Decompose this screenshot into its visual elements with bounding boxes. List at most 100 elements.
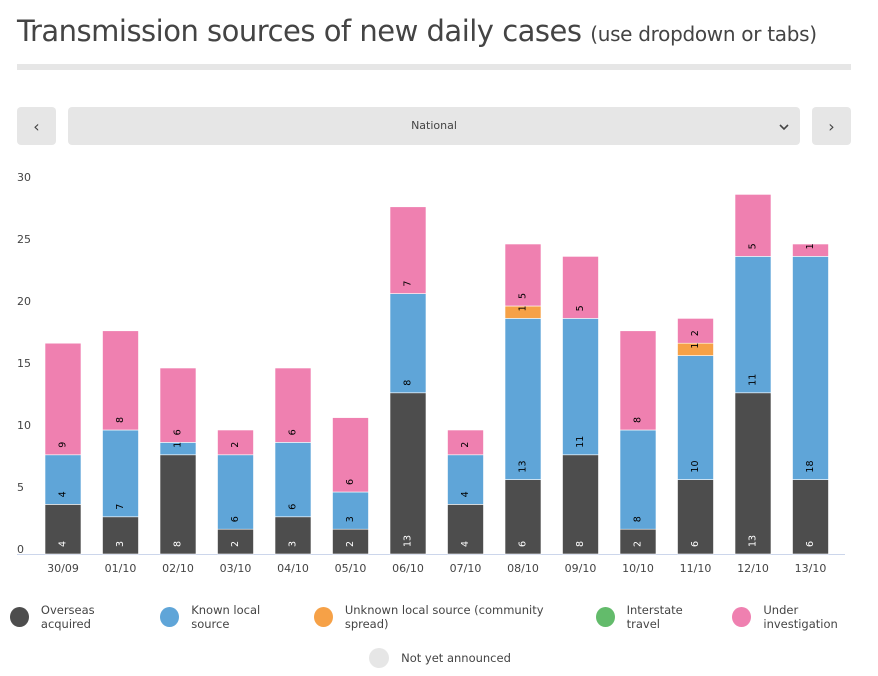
bar-value-label: 13 <box>403 535 414 547</box>
bar-segment-under-investigation <box>677 318 714 344</box>
bar-segment-known-local <box>389 293 427 394</box>
bar-value-label: 8 <box>173 541 184 547</box>
bar-segment-known-local <box>217 454 254 530</box>
bar-value-label: 13 <box>518 461 529 473</box>
legend-dot-icon <box>160 607 180 627</box>
legend-item-not-announced[interactable]: Not yet announced <box>369 648 511 668</box>
x-tick-label: 05/10 <box>335 562 367 575</box>
legend-item-unknown-local[interactable]: Unknown local source (community spread) <box>313 603 578 631</box>
legend-item-interstate[interactable]: Interstate travel <box>595 603 715 631</box>
bar-value-label: 11 <box>575 436 586 448</box>
bar-value-label: 6 <box>288 504 299 510</box>
legend-dot-icon <box>369 648 390 668</box>
stacked-bar-chart: 05101520253044930/0937801/1081602/102620… <box>17 171 845 575</box>
legend-row-2: Not yet announced <box>0 648 878 668</box>
legend-label: Under investigation <box>763 603 838 631</box>
bar-value-label: 2 <box>345 541 356 547</box>
bar-value-label: 8 <box>633 516 644 522</box>
bar-value-label: 1 <box>690 343 701 349</box>
x-tick-label: 04/10 <box>277 562 309 575</box>
bar-segment-known-local <box>504 318 542 480</box>
x-tick-label: 06/10 <box>392 562 424 575</box>
bar-value-label: 10 <box>690 461 701 473</box>
legend-label: Interstate travel <box>626 603 683 631</box>
bar-segment-overseas <box>102 516 139 555</box>
bar-value-label: 6 <box>173 429 184 435</box>
bar-value-label: 18 <box>805 461 816 473</box>
bar-segment-overseas <box>217 528 254 555</box>
bar-segment-known-local <box>562 318 599 456</box>
bar-value-label: 3 <box>288 541 299 547</box>
bar-segment-under-investigation <box>619 330 657 431</box>
legend-item-known-local[interactable]: Known local source <box>160 603 296 631</box>
bar-segment-overseas <box>734 392 772 555</box>
bar-value-label: 8 <box>575 541 586 547</box>
bar-value-label: 6 <box>230 516 241 522</box>
chevron-right-icon: › <box>828 116 835 136</box>
x-tick-label: 03/10 <box>220 562 252 575</box>
x-tick-label: 10/10 <box>622 562 654 575</box>
bar-value-label: 6 <box>345 479 356 485</box>
legend-item-overseas[interactable]: Overseas acquired <box>10 603 142 631</box>
bar-value-label: 1 <box>518 305 529 311</box>
x-tick-label: 13/10 <box>795 562 827 575</box>
bar-segment-under-investigation <box>217 429 254 456</box>
bar-segment-overseas <box>274 516 312 555</box>
next-button[interactable]: › <box>812 107 851 145</box>
bar-value-label: 6 <box>518 541 529 547</box>
bar-segment-under-investigation <box>447 429 484 456</box>
bar-value-label: 3 <box>115 541 126 547</box>
y-tick-label: 20 <box>17 295 31 308</box>
bar-segment-overseas <box>159 454 197 555</box>
y-tick-label: 30 <box>17 171 31 184</box>
y-tick-label: 25 <box>17 233 31 246</box>
region-dropdown[interactable]: National <box>68 107 800 145</box>
bar-value-label: 13 <box>748 535 759 547</box>
x-tick-label: 30/09 <box>47 562 79 575</box>
bar-value-label: 8 <box>115 417 126 423</box>
previous-button[interactable]: ‹ <box>17 107 56 145</box>
x-tick-label: 12/10 <box>737 562 769 575</box>
x-tick-label: 02/10 <box>162 562 194 575</box>
bar-value-label: 1 <box>805 243 816 249</box>
x-tick-label: 09/10 <box>565 562 597 575</box>
bar-value-label: 5 <box>748 243 759 249</box>
bar-segment-under-investigation <box>274 367 312 443</box>
legend-label: Known local source <box>191 603 261 631</box>
bar-value-label: 4 <box>460 491 471 497</box>
bar-segment-overseas <box>504 479 542 555</box>
bar-segment-under-investigation <box>792 243 829 257</box>
bar-segment-known-local <box>792 256 829 480</box>
y-tick-label: 15 <box>17 357 31 370</box>
bar-segment-known-local <box>677 355 714 480</box>
bar-segment-under-investigation <box>159 367 197 443</box>
bar-segment-overseas <box>677 479 714 555</box>
bar-value-label: 4 <box>58 541 69 547</box>
bar-value-label: 2 <box>230 541 241 547</box>
bar-segment-known-local <box>619 429 657 530</box>
title-main: Transmission sources of new daily cases <box>17 14 582 48</box>
x-tick-label: 07/10 <box>450 562 482 575</box>
x-tick-label: 11/10 <box>680 562 712 575</box>
bar-segment-known-local <box>447 454 484 505</box>
bar-segment-known-local <box>44 454 82 505</box>
bar-value-label: 5 <box>518 293 529 299</box>
bar-segment-under-investigation <box>102 330 139 431</box>
x-tick-label: 01/10 <box>105 562 137 575</box>
dropdown-selected-value: National <box>411 119 457 132</box>
bar-value-label: 4 <box>460 541 471 547</box>
title-subtitle: (use dropdown or tabs) <box>590 22 817 46</box>
legend-item-under-investigation[interactable]: Under investigation <box>732 603 870 631</box>
chevron-down-icon <box>778 107 790 145</box>
x-tick-label: 08/10 <box>507 562 539 575</box>
legend-label: Not yet announced <box>401 651 511 665</box>
bar-segment-overseas <box>332 528 369 555</box>
bar-segment-under-investigation <box>734 194 772 257</box>
bar-value-label: 2 <box>633 541 644 547</box>
legend-label: Unknown local source (community spread) <box>344 603 544 631</box>
bar-value-label: 7 <box>115 504 126 510</box>
bar-segment-under-investigation <box>504 243 542 307</box>
bar-segment-known-local <box>332 491 369 530</box>
bar-value-label: 2 <box>460 442 471 448</box>
bar-value-label: 8 <box>403 380 414 386</box>
